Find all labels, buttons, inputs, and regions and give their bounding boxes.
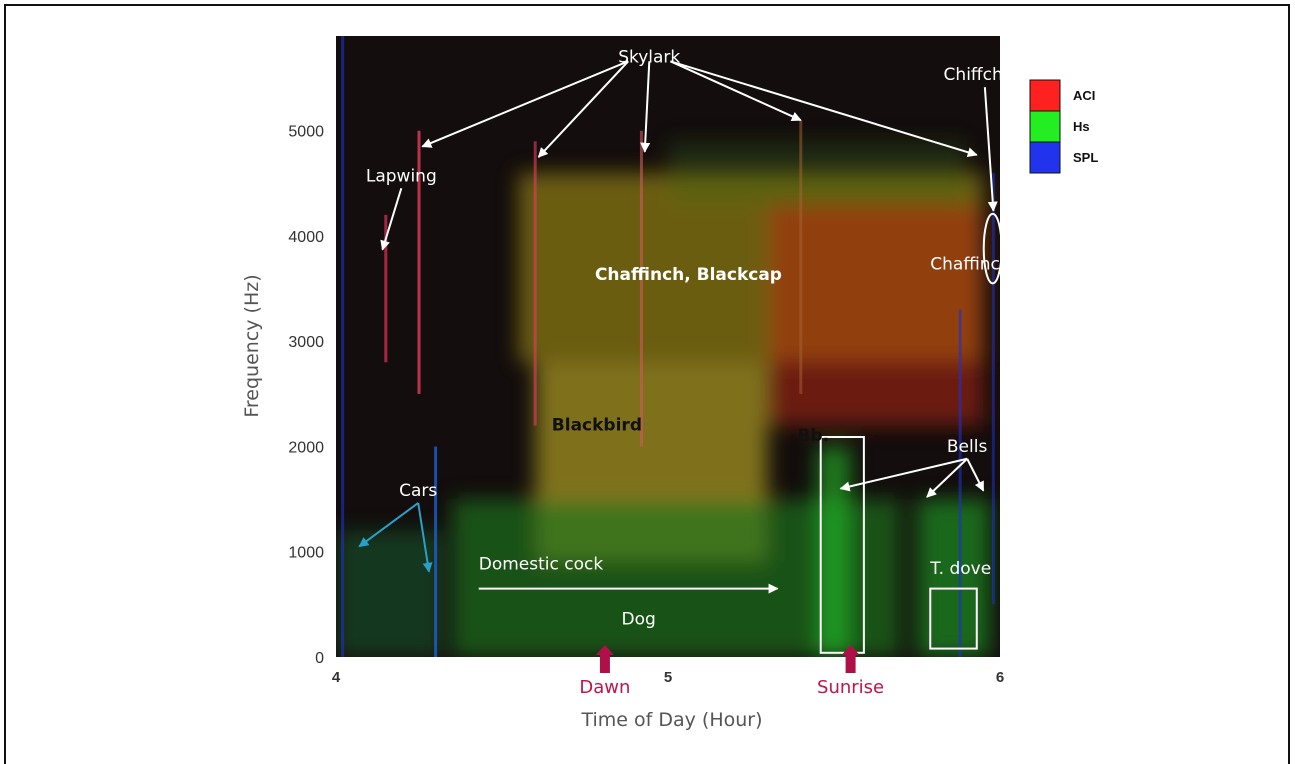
event-arrow-dawn — [595, 645, 614, 673]
arrow-bells-1 — [926, 458, 968, 498]
arrow-cars-0 — [358, 502, 419, 548]
annotation-blackbird: Blackbird — [552, 416, 642, 436]
heat-region-2 — [767, 204, 984, 426]
annotation-arrows — [358, 60, 998, 594]
legend-label-spl: SPL — [1073, 150, 1098, 165]
y-axis-title: Frequency (Hz) — [241, 274, 263, 417]
x-tick-label: 5 — [664, 669, 672, 686]
annotation-domestic-cock: Domestic cock — [479, 555, 604, 575]
spectrogram-streaks — [341, 36, 995, 657]
event-arrow-sunrise — [841, 645, 860, 673]
legend: ACI Hs SPL — [1029, 79, 1098, 174]
arrow-chiffchaff-0 — [983, 87, 998, 212]
legend-swatch-spl — [1029, 141, 1061, 174]
arrow-cars-1 — [417, 502, 433, 573]
x-tick-label: 4 — [332, 669, 341, 686]
annotation-bells: Bells — [947, 437, 988, 457]
y-tick-label: 4000 — [288, 229, 324, 246]
x-axis-title: Time of Day (Hour) — [580, 709, 762, 731]
figure-frame — [4, 4, 1290, 764]
y-tick-label: 1000 — [288, 545, 324, 562]
annotation-box-0 — [819, 436, 865, 654]
y-axis: 0 1000 2000 3000 4000 5000 — [288, 124, 324, 667]
heat-region-7 — [336, 530, 443, 657]
y-tick-label: 3000 — [288, 334, 324, 351]
annotation-chaffinch-blackcap: Chaffinch, Blackcap — [595, 265, 782, 285]
annotation-bb: Bb. — [797, 426, 829, 446]
heat-region-5 — [817, 446, 851, 657]
annotation-box-1 — [929, 587, 978, 650]
legend-swatch-aci — [1029, 79, 1061, 112]
y-tick-label: 0 — [315, 650, 324, 667]
annotation-ellipse-0 — [982, 212, 1003, 285]
spectrogram-regions — [336, 141, 991, 657]
annotation-cars: Cars — [399, 481, 437, 501]
annotation-t-dove: T. dove — [929, 559, 991, 579]
x-tick-label: 6 — [996, 669, 1004, 686]
y-tick-label: 2000 — [288, 439, 324, 456]
annotation-labels: Skylark Chiffchaff Lapwing Chaffinch, Black… — [366, 47, 1026, 629]
arrow-skylark-2 — [640, 61, 651, 153]
arrow-bells-2 — [966, 458, 985, 492]
annotation-skylark: Skylark — [618, 47, 680, 67]
annotation-dog: Dog — [622, 609, 656, 629]
arrow-skylark-4 — [670, 60, 978, 158]
arrow-skylark-3 — [670, 60, 802, 122]
event-label-dawn: Dawn — [579, 677, 630, 698]
arrow-bells-0 — [839, 457, 968, 492]
y-tick-label: 5000 — [288, 124, 324, 141]
event-markers: Dawn Sunrise — [579, 645, 884, 698]
event-label-sunrise: Sunrise — [817, 677, 884, 698]
annotation-chiffchaff: Chiffchaff — [944, 65, 1027, 85]
arrow-lapwing-0 — [380, 187, 403, 251]
legend-label-hs: Hs — [1073, 119, 1090, 134]
legend-swatch-hs — [1029, 110, 1061, 143]
legend-label-aci: ACI — [1073, 88, 1095, 103]
x-axis: 4 5 6 — [332, 669, 1004, 686]
arrow-skylark-1 — [537, 60, 629, 158]
annotation-shapes — [819, 212, 1003, 654]
heat-region-4 — [668, 141, 967, 205]
annotation-lapwing: Lapwing — [366, 166, 437, 186]
arrow-skylark-0 — [421, 60, 629, 148]
annotation-chaffinch: Chaffinch — [930, 255, 1010, 275]
heat-region-6 — [917, 499, 991, 657]
